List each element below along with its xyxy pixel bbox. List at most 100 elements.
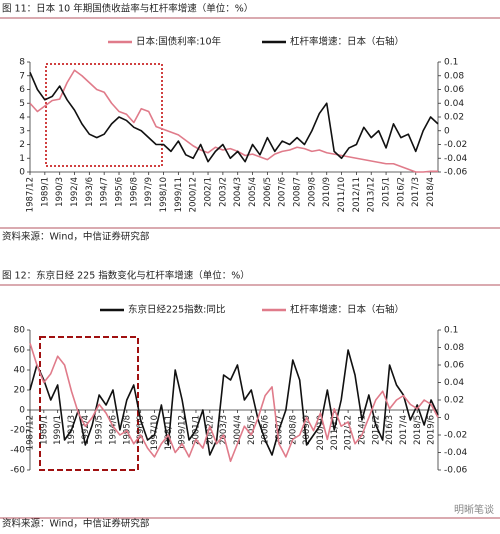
series-line bbox=[29, 342, 439, 463]
x-tick-label: 1989/1 bbox=[40, 177, 50, 207]
y-tick-label: 8 bbox=[19, 58, 25, 68]
x-tick-label: 2016/3 bbox=[385, 415, 395, 445]
y2-tick-label: 0.08 bbox=[444, 71, 464, 81]
x-tick-label: 1994/6 bbox=[108, 415, 118, 445]
source-note: 资料来源：Wind，中信证券研究部 bbox=[2, 518, 149, 530]
x-tick-label: 2009/9 bbox=[302, 415, 312, 445]
y2-tick-label: 0.08 bbox=[444, 343, 464, 353]
chart-title: 图 11：日本 10 年期国债收益率与杠杆率增速（单位：%） bbox=[2, 3, 253, 15]
y-tick-label: 3 bbox=[19, 126, 25, 136]
x-tick-label: 1997/9 bbox=[144, 177, 154, 207]
x-tick-label: 1996/8 bbox=[129, 177, 139, 207]
y2-tick-label: -0.02 bbox=[444, 140, 467, 150]
y-tick-label: 7 bbox=[19, 71, 25, 81]
x-tick-label: 2017/4 bbox=[399, 415, 409, 445]
x-tick-label: 2000/12 bbox=[189, 177, 199, 212]
x-tick-label: 2014/1 bbox=[357, 415, 367, 445]
x-tick-label: 2011/11 bbox=[330, 415, 340, 450]
highlight-box bbox=[45, 63, 163, 167]
y-tick-label: 5 bbox=[19, 99, 25, 109]
x-tick-label: 2007/6 bbox=[278, 177, 288, 207]
x-tick-label: 2008/7 bbox=[293, 177, 303, 207]
x-tick-label: 1999/12 bbox=[178, 415, 188, 450]
source-note: 资料来源：Wind，中信证券研究部 bbox=[2, 231, 149, 243]
y-tick-label: 6 bbox=[19, 85, 25, 95]
x-tick-label: 2012/11 bbox=[352, 177, 362, 212]
x-tick-label: 1998/10 bbox=[159, 177, 169, 212]
x-tick-label: 2010/9 bbox=[322, 177, 332, 207]
x-tick-label: 2005/4 bbox=[248, 177, 258, 207]
y2-tick-label: -0.02 bbox=[444, 431, 467, 441]
y2-tick-label: 0 bbox=[444, 126, 450, 136]
x-tick-label: 2002/2 bbox=[205, 415, 215, 445]
x-tick-label: 2006/5 bbox=[263, 177, 273, 207]
y2-tick-label: 0.06 bbox=[444, 361, 464, 371]
x-tick-label: 2002/1 bbox=[204, 177, 214, 207]
x-tick-label: 1995/6 bbox=[115, 177, 125, 207]
y2-tick-label: 0.02 bbox=[444, 113, 464, 123]
x-tick-label: 1993/6 bbox=[85, 177, 95, 207]
legend-label: 日本:国债利率:10年 bbox=[136, 36, 221, 48]
x-tick-label: 2003/2 bbox=[218, 177, 228, 207]
series-line bbox=[29, 349, 439, 456]
x-tick-label: 2010/10 bbox=[316, 415, 326, 450]
x-tick-label: 2005/5 bbox=[247, 415, 257, 445]
x-tick-label: 1994/7 bbox=[100, 177, 110, 207]
x-tick-label: 2018/4 bbox=[426, 177, 436, 207]
y-tick-label: 0 bbox=[19, 406, 25, 416]
x-tick-label: 2012/12 bbox=[344, 415, 354, 450]
x-tick-label: 2013/12 bbox=[367, 177, 377, 212]
y-tick-label: 40 bbox=[14, 366, 26, 376]
x-tick-label: 2011/10 bbox=[337, 177, 347, 212]
x-tick-label: 2004/3 bbox=[233, 177, 243, 207]
x-tick-label: 2008/8 bbox=[288, 415, 298, 445]
y-tick-label: 0 bbox=[19, 168, 25, 178]
x-tick-label: 1992/4 bbox=[70, 177, 80, 207]
y-tick-label: 1 bbox=[19, 154, 25, 164]
x-tick-label: 2016/2 bbox=[396, 177, 406, 207]
chart-title: 图 12：东京日经 225 指数变化与杠杆率增速（单位：%） bbox=[2, 270, 250, 282]
y2-tick-label: 0.04 bbox=[444, 378, 464, 388]
x-tick-label: 2017/3 bbox=[411, 177, 421, 207]
watermark: 明晰笔谈 bbox=[454, 503, 494, 516]
legend-label: 杠杆率增速：日本（右轴） bbox=[290, 36, 404, 48]
y2-tick-label: -0.04 bbox=[444, 448, 468, 458]
y-tick-label: 60 bbox=[14, 346, 26, 356]
y-tick-label: -20 bbox=[10, 426, 25, 436]
x-tick-label: 2019/6 bbox=[427, 415, 437, 445]
x-tick-label: 2015/1 bbox=[382, 177, 392, 207]
x-tick-label: 2018/5 bbox=[413, 415, 423, 445]
x-tick-label: 1987/12 bbox=[26, 177, 36, 212]
legend-label: 东京日经225指数:同比 bbox=[128, 304, 225, 316]
y2-tick-label: 0.1 bbox=[444, 326, 458, 336]
series-line bbox=[29, 69, 438, 173]
x-tick-label: 1999/11 bbox=[174, 177, 184, 212]
series-line bbox=[29, 71, 439, 163]
y2-tick-label: 0.04 bbox=[444, 99, 464, 109]
y-tick-label: -60 bbox=[10, 466, 25, 476]
x-tick-label: 2006/6 bbox=[261, 415, 271, 445]
x-tick-label: 2004/4 bbox=[233, 415, 243, 445]
x-tick-label: 1992/4 bbox=[81, 415, 91, 445]
y2-tick-label: -0.06 bbox=[444, 466, 468, 476]
legend-label: 杠杆率增速：日本（右轴） bbox=[290, 304, 404, 316]
y2-tick-label: -0.04 bbox=[444, 154, 468, 164]
y2-tick-label: -0.06 bbox=[444, 168, 468, 178]
y2-tick-label: 0 bbox=[444, 413, 450, 423]
x-tick-label: 2009/8 bbox=[307, 177, 317, 207]
x-tick-label: 2003/3 bbox=[219, 415, 229, 445]
y-tick-label: 80 bbox=[14, 326, 26, 336]
x-tick-label: 1990/3 bbox=[55, 177, 65, 207]
y-tick-label: 2 bbox=[19, 140, 25, 150]
x-tick-label: 1990/1 bbox=[53, 415, 63, 445]
x-tick-label: 1987/12 bbox=[26, 415, 36, 450]
x-tick-label: 1995/8 bbox=[122, 415, 132, 445]
x-tick-label: 2015/2 bbox=[371, 415, 381, 445]
x-tick-label: 1996/9 bbox=[136, 415, 146, 445]
y2-tick-label: 0.1 bbox=[444, 58, 458, 68]
y-tick-label: 4 bbox=[19, 113, 25, 123]
y-tick-label: -40 bbox=[10, 446, 25, 456]
x-tick-label: 1989/1 bbox=[39, 415, 49, 445]
